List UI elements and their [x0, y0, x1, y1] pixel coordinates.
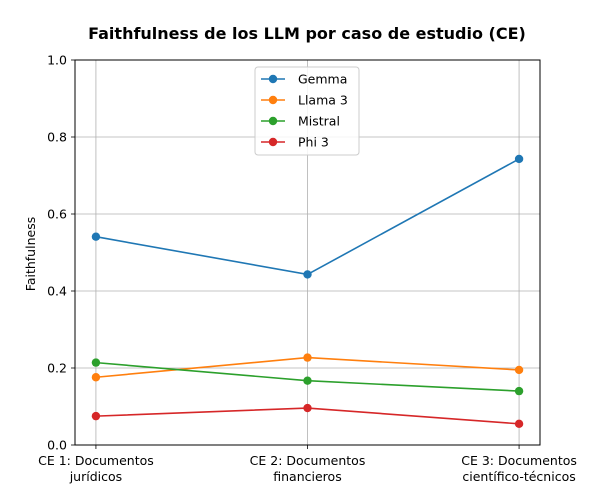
- y-tick-label: 0.6: [47, 207, 67, 222]
- legend-label: Llama 3: [298, 93, 348, 108]
- y-axis-label: Faithfulness: [23, 217, 38, 291]
- y-tick-label: 0.4: [47, 284, 67, 299]
- data-point: [303, 376, 312, 385]
- chart-title: Faithfulness de los LLM por caso de estu…: [88, 24, 526, 43]
- legend: Gemma Llama 3 Mistral Phi 3: [254, 66, 360, 156]
- legend-label: Phi 3: [298, 135, 329, 150]
- y-tick-label: 0.0: [47, 438, 67, 453]
- legend-swatch-marker: [268, 137, 278, 147]
- x-tick-label-line: jurídicos: [69, 469, 122, 484]
- data-point: [91, 358, 101, 367]
- legend-swatch-marker: [268, 116, 278, 126]
- legend-item: Phi 3: [261, 135, 329, 150]
- legend-item: Gemma: [261, 72, 347, 87]
- data-point: [514, 419, 524, 429]
- series-llama-3: [91, 353, 524, 382]
- series-phi-3: [91, 403, 524, 429]
- legend-label: Gemma: [298, 72, 347, 87]
- x-tick-label-line: científico-técnicos: [462, 469, 575, 484]
- legend-box: [254, 66, 360, 156]
- legend-swatch-marker: [268, 74, 278, 84]
- data-point: [514, 386, 524, 396]
- data-point: [303, 403, 312, 413]
- data-point: [514, 365, 524, 375]
- x-tick-label: CE 2: Documentos financieros: [250, 453, 366, 484]
- data-point: [514, 154, 524, 164]
- x-tick-label-line: CE 2: Documentos: [250, 453, 366, 468]
- x-tick-label-line: financieros: [273, 469, 341, 484]
- data-point: [91, 411, 101, 421]
- legend-swatch-marker: [268, 95, 278, 105]
- data-point: [91, 373, 101, 382]
- x-tick-label: CE 3: Documentos científico-técnicos: [461, 453, 577, 484]
- legend-label: Mistral: [298, 114, 340, 129]
- series-mistral: [91, 358, 524, 396]
- ticks: 0.0 0.2 0.4 0.6 0.8 1.0 CE 1: Documentos jurídi…: [38, 53, 577, 485]
- y-tick-label: 0.8: [47, 130, 67, 145]
- data-point: [91, 232, 101, 241]
- y-tick-label: 0.2: [47, 361, 67, 376]
- y-tick-label: 1.0: [47, 53, 67, 68]
- x-tick-label: CE 1: Documentos jurídicos: [38, 453, 154, 484]
- x-tick-label-line: CE 3: Documentos: [461, 453, 577, 468]
- data-point: [303, 353, 312, 362]
- data-point: [303, 270, 312, 279]
- series-gemma: [91, 154, 524, 279]
- legend-item: Mistral: [261, 114, 340, 129]
- legend-item: Llama 3: [261, 93, 348, 108]
- x-tick-label-line: CE 1: Documentos: [38, 453, 154, 468]
- series-layer: [91, 154, 524, 429]
